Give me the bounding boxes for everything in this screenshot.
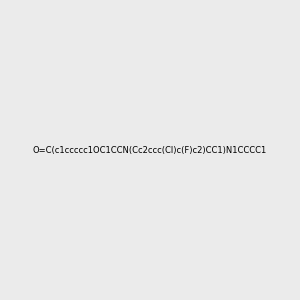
Text: O=C(c1ccccc1OC1CCN(Cc2ccc(Cl)c(F)c2)CC1)N1CCCC1: O=C(c1ccccc1OC1CCN(Cc2ccc(Cl)c(F)c2)CC1)… — [33, 146, 267, 154]
